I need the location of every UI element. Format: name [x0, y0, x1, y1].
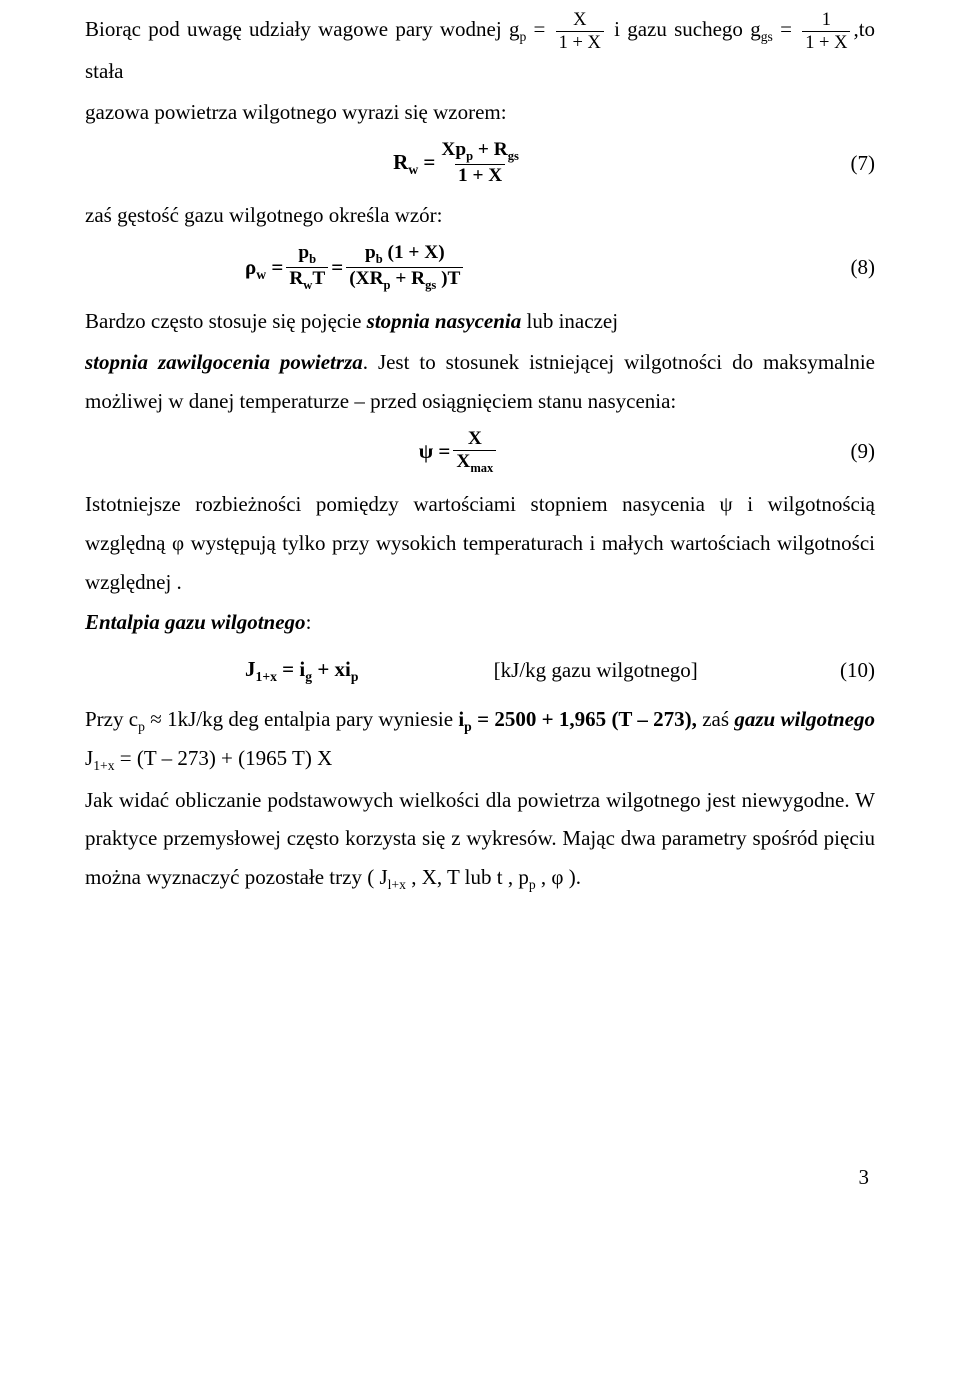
fraction-1: pb RwT	[286, 243, 328, 292]
text: Przy c	[85, 707, 138, 731]
paragraph-discrepancy: Istotniejsze rozbieżności pomiędzy warto…	[85, 485, 875, 602]
t: )T	[436, 268, 460, 289]
text: =	[526, 17, 552, 41]
t: T	[312, 268, 325, 289]
numerator: pb	[295, 243, 319, 267]
fraction-1-over-1px: 11 + X	[802, 10, 850, 52]
numerator: X	[465, 429, 485, 450]
denominator: 1 + X	[802, 31, 850, 52]
numerator: Xpp + Rgs	[438, 140, 521, 164]
fraction: Xpp + Rgs 1 + X	[438, 140, 521, 186]
subscript: gs	[508, 149, 519, 163]
term-stopnia-nasycenia: stopnia nasycenia	[367, 309, 522, 333]
subscript: b	[376, 252, 383, 266]
subscript: p	[529, 877, 536, 892]
subscript: p	[351, 669, 359, 684]
denominator: Xmax	[453, 450, 496, 475]
subscript: gs	[425, 278, 436, 292]
t: Xp	[441, 139, 466, 160]
equation-9: ψ = X Xmax	[85, 429, 833, 475]
paragraph-enthalpy-calc: Przy cp ≈ 1kJ/kg deg entalpia pary wynie…	[85, 700, 875, 779]
paragraph-enthalpy-heading: Entalpia gazu wilgotnego:	[85, 603, 875, 642]
equation-8-row: ρw = pb RwT = pb (1 + X) (XRp + Rgs )T (…	[85, 243, 875, 292]
subscript: 1+x	[93, 758, 114, 773]
t: p	[365, 242, 376, 263]
equation-7: Rw = Xpp + Rgs 1 + X	[85, 140, 833, 186]
text: = 2500 + 1,965 (T – 273),	[472, 707, 697, 731]
t: X	[456, 451, 470, 472]
t: = i	[277, 657, 305, 681]
numerator: pb (1 + X)	[362, 243, 448, 267]
equation-10-row: J1+x = ig + xip [kJ/kg gazu wilgotnego] …	[85, 650, 875, 689]
text: , X, T lub t , p	[406, 865, 529, 889]
t: R	[289, 268, 303, 289]
paragraph-conclusion: Jak widać obliczanie podstawowych wielko…	[85, 781, 875, 898]
t: + xi	[312, 657, 351, 681]
equation-8-tag: (8)	[833, 248, 875, 287]
paragraph-density: zaś gęstość gazu wilgotnego określa wzór…	[85, 196, 875, 235]
t: + R	[391, 268, 426, 289]
lhs: ψ =	[419, 432, 451, 471]
subscript: w	[408, 162, 418, 177]
t: + R	[473, 139, 508, 160]
eq-sign: =	[331, 248, 343, 287]
denominator: 1 + X	[455, 164, 505, 186]
denominator: RwT	[286, 267, 328, 292]
subscript: p	[384, 278, 391, 292]
numerator: X	[570, 10, 589, 30]
subscript: p	[138, 719, 145, 734]
text: i gazu suchego g	[607, 17, 761, 41]
page-number: 3	[85, 1158, 875, 1197]
sym: R	[393, 150, 408, 174]
subscript: 1+x	[256, 669, 277, 684]
subscript: b	[309, 252, 316, 266]
eq-sign: =	[418, 150, 435, 174]
eq-sign: =	[266, 255, 283, 279]
equation-10: J1+x = ig + xip	[85, 650, 358, 689]
paragraph-intro-2: gazowa powietrza wilgotnego wyrazi się w…	[85, 93, 875, 132]
text: = (T – 273) + (1965 T) X	[115, 746, 333, 770]
paragraph-saturation: Bardzo często stosuje się pojęcie stopni…	[85, 302, 875, 341]
text: =	[773, 17, 799, 41]
subscript: w	[256, 267, 266, 282]
subscript: gs	[761, 29, 773, 44]
lhs: Rw =	[393, 143, 435, 182]
subscript: max	[470, 461, 493, 475]
t: (XR	[349, 268, 383, 289]
equation-10-tag: (10)	[833, 651, 875, 690]
paragraph-intro: Biorąc pod uwagę udziały wagowe pary wod…	[85, 10, 875, 91]
denominator: (XRp + Rgs )T	[346, 267, 463, 292]
term-stopnia-zawilgocenia: stopnia zawilgocenia powietrza	[85, 350, 363, 374]
numerator: 1	[819, 10, 834, 30]
equation-9-tag: (9)	[833, 432, 875, 471]
fraction-x-over-1px: X1 + X	[556, 10, 604, 52]
subscript: w	[303, 278, 312, 292]
equation-8: ρw = pb RwT = pb (1 + X) (XRp + Rgs )T	[85, 243, 833, 292]
fraction: X Xmax	[453, 429, 496, 475]
paragraph-saturation-2: stopnia zawilgocenia powietrza. Jest to …	[85, 343, 875, 421]
term-gazu-wilgotnego: gazu wilgotnego	[734, 707, 875, 731]
text: J	[85, 746, 93, 770]
equation-7-row: Rw = Xpp + Rgs 1 + X (7)	[85, 140, 875, 186]
denominator: 1 + X	[556, 31, 604, 52]
text: zaś	[697, 707, 734, 731]
sym: J	[245, 657, 256, 681]
equation-9-row: ψ = X Xmax (9)	[85, 429, 875, 475]
sym: ρ	[245, 255, 256, 279]
equation-7-tag: (7)	[833, 144, 875, 183]
colon: :	[306, 610, 312, 634]
lhs: ρw =	[245, 248, 283, 287]
t: p	[298, 242, 309, 263]
text: Bardzo często stosuje się pojęcie	[85, 309, 367, 333]
text: ≈ 1kJ/kg deg entalpia pary wyniesie	[145, 707, 458, 731]
term-entalpia: Entalpia gazu wilgotnego	[85, 610, 306, 634]
fraction-2: pb (1 + X) (XRp + Rgs )T	[346, 243, 463, 292]
t: (1 + X)	[383, 242, 445, 263]
text: , φ ).	[536, 865, 581, 889]
subscript: p	[464, 719, 472, 734]
equation-10-unit: [kJ/kg gazu wilgotnego]	[358, 651, 833, 690]
subscript: l+x	[388, 877, 406, 892]
text: lub inaczej	[521, 309, 618, 333]
text: Biorąc pod uwagę udziały wagowe pary wod…	[85, 17, 519, 41]
